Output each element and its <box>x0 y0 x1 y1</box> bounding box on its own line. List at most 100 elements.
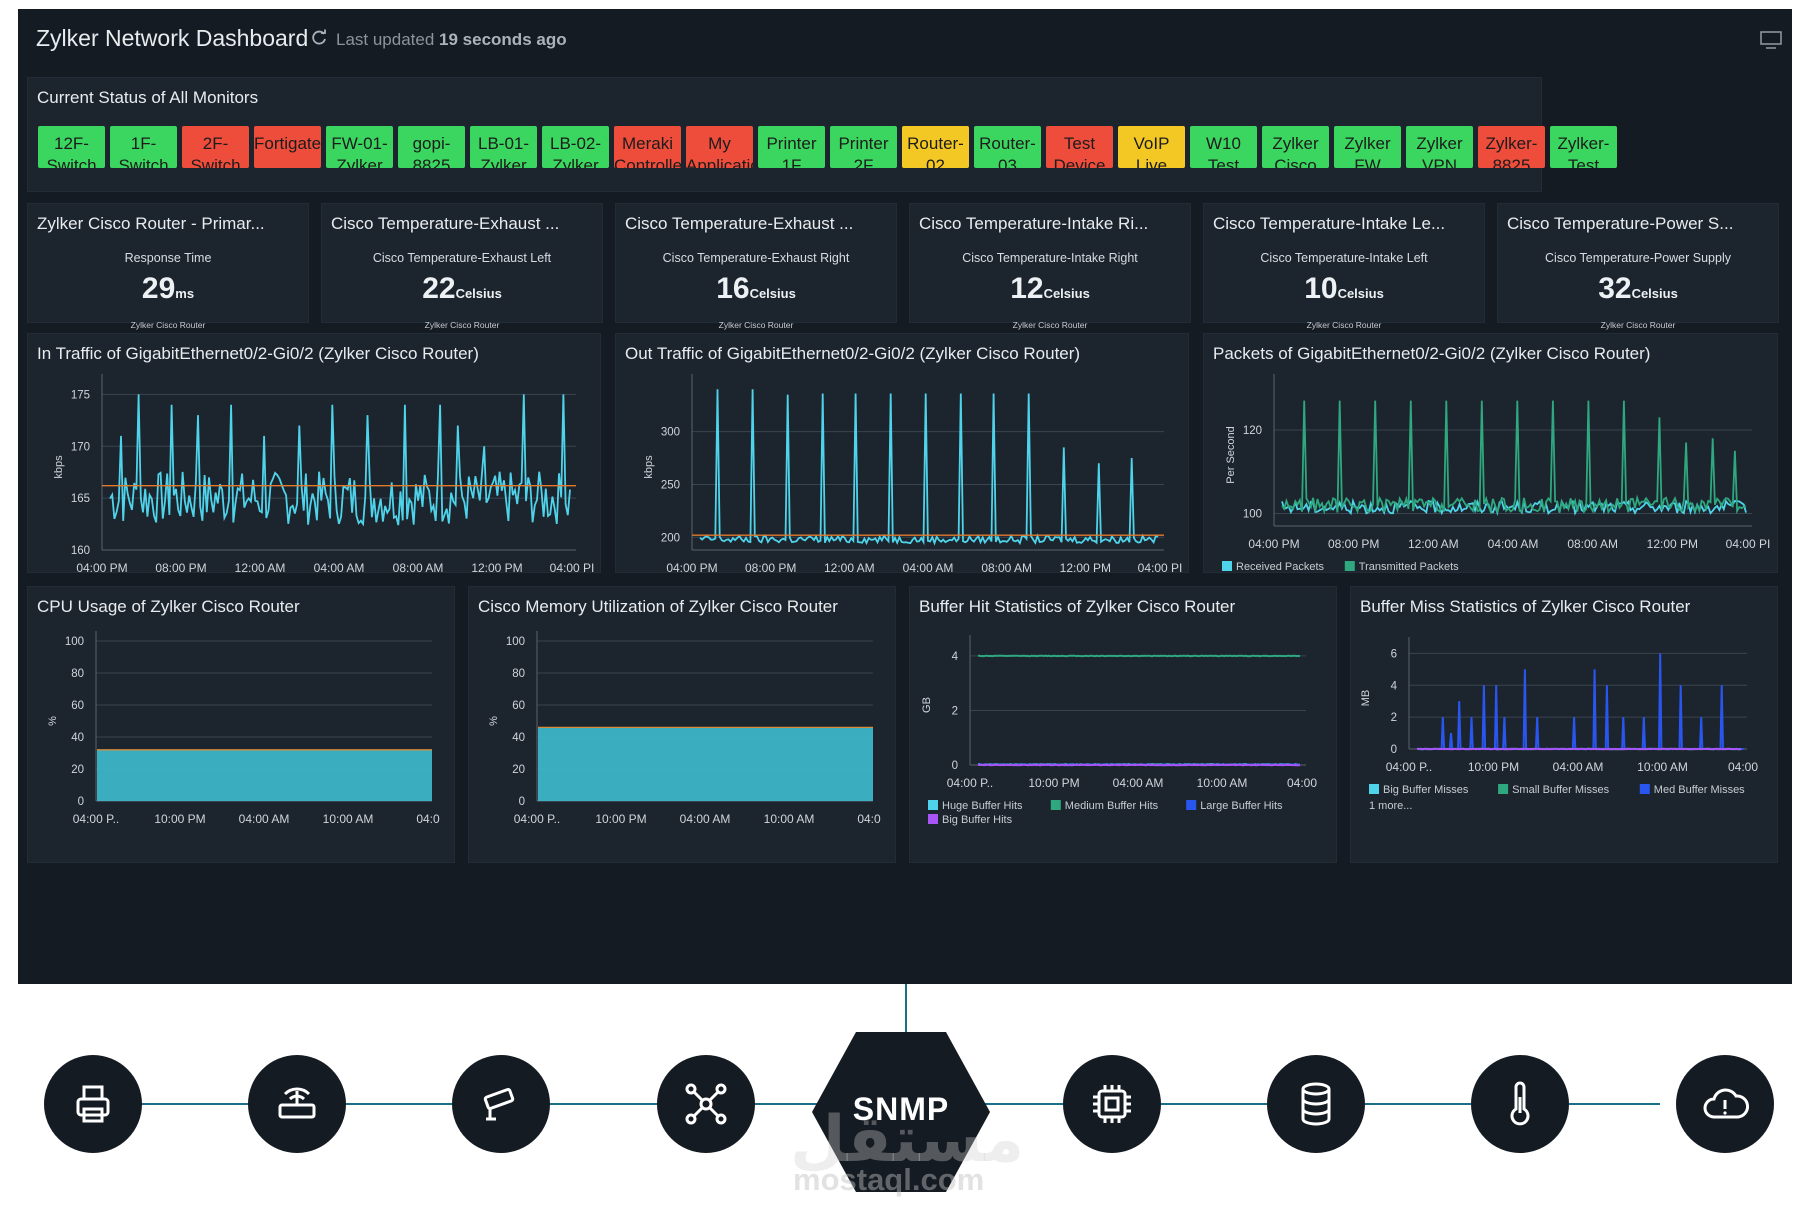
x-tick-label: 12:00 AM <box>1408 537 1459 551</box>
x-tick-label: 04:00 <box>1287 776 1317 790</box>
series-line <box>977 763 1301 767</box>
status-chip[interactable]: FW-01-Zylker <box>326 126 393 168</box>
tv-mode-icon[interactable] <box>1760 31 1782 49</box>
x-tick-label: 04:00 AM <box>1553 760 1604 774</box>
cloud-alert-icon <box>1703 1088 1750 1119</box>
chart-title: Buffer Miss Statistics of Zylker Cisco R… <box>1360 597 1691 616</box>
series-line <box>1417 653 1744 750</box>
chart-panel-packets[interactable]: Packets of GigabitEthernet0/2-Gi0/2 (Zyl… <box>1203 333 1778 573</box>
chart-panel-in-traffic[interactable]: In Traffic of GigabitEthernet0/2-Gi0/2 (… <box>27 333 601 574</box>
kpi-subtitle: Cisco Temperature-Exhaust Left <box>372 251 552 265</box>
status-chip[interactable]: Zylker Cisco <box>1262 126 1329 168</box>
y-tick-label: 2 <box>1391 712 1397 724</box>
y-tick-label: 120 <box>1243 425 1262 437</box>
kpi-device: Zylker Cisco Router <box>718 320 794 330</box>
y-tick-label: 200 <box>661 532 680 544</box>
status-chip[interactable]: W10 Test <box>1190 126 1257 168</box>
legend-label: Large Buffer Hits <box>1200 800 1283 812</box>
kpi-value-group: 32Celsius <box>1498 272 1778 306</box>
x-tick-label: 10:00 PM <box>595 812 646 826</box>
status-chip[interactable]: 1F-Switch <box>110 126 177 168</box>
chart-svg: 200 250 300 kbps 04:00 PM 08:00 PM 12:00 AM 04:… <box>643 374 1183 574</box>
status-chip[interactable]: 2F-Switch <box>182 126 249 168</box>
x-tick-label: 12:00 AM <box>235 561 286 574</box>
status-chip[interactable]: VoIP Live <box>1118 126 1185 168</box>
status-chip[interactable]: Printer 1F <box>758 126 825 168</box>
legend-label: Medium Buffer Hits <box>1065 800 1159 812</box>
status-chip[interactable]: Zylker FW <box>1334 126 1401 168</box>
kpi-device: Zylker Cisco Router <box>1600 320 1676 330</box>
kpi-card[interactable]: Cisco Temperature-Exhaust ... Cisco Tempe… <box>615 203 897 330</box>
watermark-text: mostaql.com <box>793 1162 985 1197</box>
y-tick-label: 0 <box>519 796 525 808</box>
chart-panel-buffer-miss[interactable]: Buffer Miss Statistics of Zylker Cisco R… <box>1350 586 1778 863</box>
status-chip[interactable]: Test Device <box>1046 126 1113 168</box>
y-axis-label: MB <box>1360 690 1372 707</box>
x-tick-label: 04:00 PI <box>1138 561 1183 574</box>
status-chip[interactable]: LB-02-Zylker <box>542 126 609 168</box>
status-chip[interactable]: Zylker-8825 <box>1478 126 1545 168</box>
kpi-value: 22 <box>422 272 456 305</box>
kpi-value: 10 <box>1304 272 1338 305</box>
refresh-icon[interactable] <box>310 29 328 47</box>
status-chip[interactable]: Fortigate <box>254 126 321 168</box>
chart-svg: 100 120 Per Second 04:00 PM 08:00 PM 12:00 AM… <box>1222 374 1770 573</box>
legend-label: Received Packets <box>1236 561 1325 573</box>
kpi-title: Cisco Temperature-Power S... <box>1507 214 1734 233</box>
chart-svg: 0 20 40 60 80 100% 04:00 P.. 10:00 PM 04:00 AM 10… <box>488 631 881 826</box>
x-tick-label: 04:0 <box>416 812 440 826</box>
status-chip[interactable]: Router-03 <box>974 126 1041 168</box>
status-chip[interactable]: Router-02 <box>902 126 969 168</box>
status-chip[interactable]: 12F-Switch <box>38 126 105 168</box>
x-tick-label: 04:00 PM <box>666 561 717 574</box>
area-series <box>97 749 432 801</box>
chart-panel-cpu[interactable]: CPU Usage of Zylker Cisco Router 0 20 40 60 8… <box>27 586 455 863</box>
status-chip[interactable]: Zylker-Test <box>1550 126 1617 168</box>
chart-panel-buffer-hit[interactable]: Buffer Hit Statistics of Zylker Cisco Ro… <box>909 586 1337 863</box>
status-chip[interactable]: LB-01-Zylker <box>470 126 537 168</box>
kpi-unit: Celsius <box>455 286 502 301</box>
camera-icon <box>483 1087 515 1121</box>
kpi-unit: Celsius <box>1337 286 1384 301</box>
y-tick-label: 60 <box>71 700 84 712</box>
kpi-value-group: 10Celsius <box>1204 272 1484 306</box>
status-chip[interactable]: Printer 2F <box>830 126 897 168</box>
database-icon <box>1301 1082 1331 1126</box>
device-icon-circle <box>1063 1055 1161 1153</box>
kpi-card[interactable]: Cisco Temperature-Intake Ri... Cisco Temp… <box>909 203 1191 330</box>
device-icon-circle <box>248 1055 346 1153</box>
kpi-value-group: 16Celsius <box>616 272 896 306</box>
kpi-device: Zylker Cisco Router <box>424 320 500 330</box>
kpi-value: 32 <box>1598 272 1632 305</box>
series-line <box>109 394 571 527</box>
kpi-value-group: 12Celsius <box>910 272 1190 306</box>
device-icon-circle <box>1676 1055 1774 1153</box>
y-tick-label: 4 <box>1391 680 1398 692</box>
x-tick-label: 04:00 P.. <box>947 776 994 790</box>
x-tick-label: 04:00 AM <box>239 812 290 826</box>
x-tick-label: 12:00 PM <box>471 561 522 574</box>
status-chip[interactable]: My Application <box>686 126 753 168</box>
kpi-unit: ms <box>175 286 195 301</box>
kpi-card[interactable]: Cisco Temperature-Intake Le... Cisco Temp… <box>1203 203 1485 330</box>
kpi-title: Cisco Temperature-Exhaust ... <box>331 214 560 233</box>
status-chip[interactable]: Meraki Controller <box>614 126 681 168</box>
network-hub-icon <box>685 1083 727 1125</box>
chart-panel-out-traffic[interactable]: Out Traffic of GigabitEthernet0/2-Gi0/2 … <box>615 333 1189 574</box>
kpi-card[interactable]: Cisco Temperature-Exhaust ... Cisco Tempe… <box>321 203 603 330</box>
kpi-value: 12 <box>1010 272 1044 305</box>
legend-label: Med Buffer Misses <box>1654 784 1745 796</box>
x-tick-label: 10:00 PM <box>1468 760 1519 774</box>
x-tick-label: 08:00 PM <box>1328 537 1379 551</box>
status-chip[interactable]: gopi-8825 <box>398 126 465 168</box>
y-tick-label: 0 <box>1391 744 1397 756</box>
status-chip[interactable]: Zylker VPN <box>1406 126 1473 168</box>
kpi-card[interactable]: Cisco Temperature-Power S... Cisco Temper… <box>1497 203 1779 330</box>
y-axis-label: % <box>488 716 500 726</box>
kpi-subtitle: Cisco Temperature-Intake Left <box>1260 251 1428 265</box>
chart-panel-memory[interactable]: Cisco Memory Utilization of Zylker Cisco… <box>468 586 896 863</box>
x-tick-label: 08:00 PM <box>745 561 796 574</box>
y-tick-label: 40 <box>512 732 525 744</box>
kpi-card[interactable]: Zylker Cisco Router - Primar... Response … <box>27 203 309 330</box>
legend-swatch <box>1050 800 1061 810</box>
